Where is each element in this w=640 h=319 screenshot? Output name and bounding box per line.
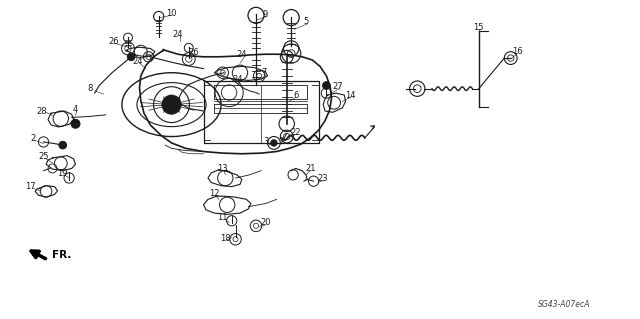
Text: 14: 14 [346,91,356,100]
Text: 9: 9 [263,10,268,19]
Text: SG43-A07ecA: SG43-A07ecA [538,300,590,309]
Text: 18: 18 [220,234,230,243]
Text: 17: 17 [26,182,36,191]
Text: 12: 12 [209,189,220,198]
Text: 27: 27 [333,82,343,91]
Circle shape [71,119,80,128]
Text: 16: 16 [512,47,522,56]
Text: 15: 15 [474,23,484,32]
Text: 24: 24 [233,75,243,84]
Circle shape [59,141,67,149]
Circle shape [271,140,277,146]
Text: 19: 19 [58,169,68,178]
Text: 11: 11 [218,213,228,222]
Text: 13: 13 [218,164,228,173]
Text: 23: 23 [318,174,328,182]
Text: 22: 22 [291,128,301,137]
Text: FR.: FR. [52,250,72,260]
Text: 26: 26 [109,37,119,46]
Circle shape [127,53,135,61]
Text: 24: 24 [173,30,183,39]
Text: 6: 6 [293,91,298,100]
Text: 7: 7 [261,68,266,77]
Text: 25: 25 [38,152,49,161]
Text: 28: 28 [36,107,47,115]
Text: 20: 20 [260,218,271,227]
Circle shape [323,82,330,89]
Text: 24: 24 [132,57,143,66]
Text: 3: 3 [263,137,268,146]
Text: 2: 2 [31,134,36,143]
Text: 4: 4 [73,105,78,114]
Text: 5: 5 [303,17,308,26]
Circle shape [162,95,181,114]
Text: 8: 8 [87,84,92,93]
Text: 26: 26 [188,48,198,57]
Text: 10: 10 [166,9,177,18]
Text: 21: 21 [305,164,316,173]
Text: 24: 24 [237,50,247,59]
